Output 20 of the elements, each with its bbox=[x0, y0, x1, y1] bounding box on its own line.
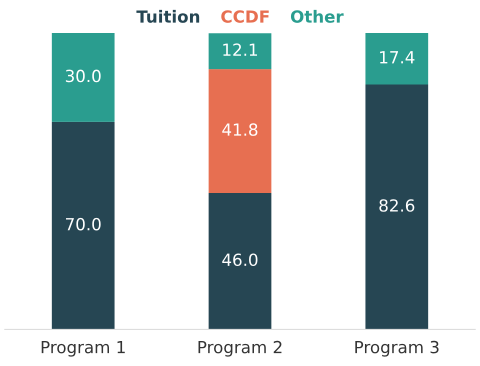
bar bbox=[52, 32, 115, 122]
bar bbox=[208, 193, 272, 330]
bar bbox=[365, 84, 428, 330]
x-tick-label: Program 2 bbox=[198, 340, 282, 357]
x-tick-label: Program 3 bbox=[355, 340, 439, 357]
data-label: 82.6 bbox=[379, 199, 414, 212]
data-label: 46.0 bbox=[222, 253, 258, 266]
x-tick-label: Program 1 bbox=[42, 341, 125, 357]
data-label: 12.1 bbox=[223, 43, 258, 56]
data-label: 30.0 bbox=[66, 70, 101, 82]
bar bbox=[52, 122, 115, 330]
bar bbox=[208, 33, 272, 70]
data-label: 70.0 bbox=[66, 218, 101, 230]
bar bbox=[208, 69, 272, 194]
text: CCDF bbox=[221, 10, 269, 23]
bar bbox=[365, 32, 428, 85]
data-label: 41.8 bbox=[222, 123, 258, 136]
text: Tuition bbox=[136, 10, 200, 23]
data-label: 17.4 bbox=[380, 51, 414, 64]
series-label: Other bbox=[290, 10, 344, 23]
